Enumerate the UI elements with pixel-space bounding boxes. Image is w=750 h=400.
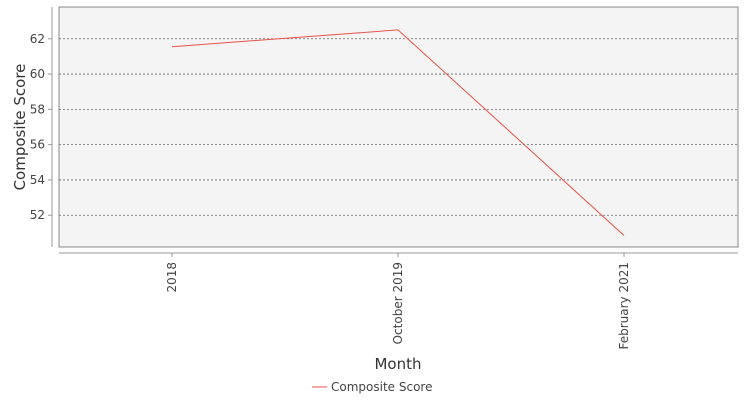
legend-label: Composite Score — [331, 380, 432, 394]
gridlines — [59, 38, 738, 216]
y-axis: 52 54 56 58 60 62 — [30, 7, 53, 247]
y-tick-label: 56 — [30, 138, 45, 152]
y-tick-label: 62 — [30, 32, 45, 46]
y-tick-label: 58 — [30, 102, 45, 116]
x-tick-label: 2018 — [165, 262, 179, 293]
x-axis-title: Month — [374, 355, 421, 373]
legend: Composite Score — [312, 380, 432, 394]
series-line — [171, 29, 625, 236]
x-axis: 2018 October 2019 February 2021 — [59, 252, 738, 350]
x-tick-label: February 2021 — [617, 262, 631, 350]
y-tick-label: 54 — [30, 173, 45, 187]
series-layer — [171, 29, 625, 236]
y-tick-label: 60 — [30, 67, 45, 81]
plot-area — [58, 6, 739, 248]
x-tick-label: October 2019 — [391, 262, 405, 344]
y-tick-label: 52 — [30, 208, 45, 222]
y-axis-title: Composite Score — [11, 64, 29, 191]
